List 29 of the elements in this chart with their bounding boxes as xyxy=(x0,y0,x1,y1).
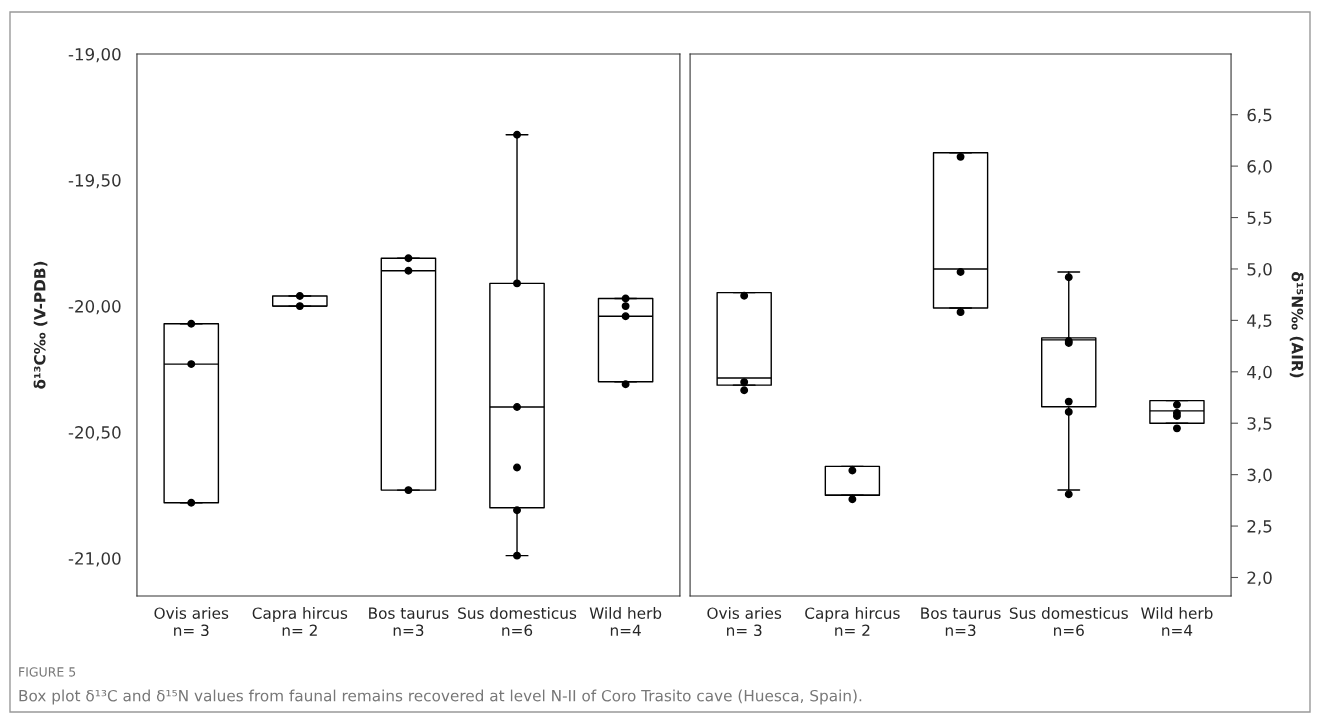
y-tick-label: 2,0 xyxy=(1247,571,1272,586)
y-tick-label: 3,0 xyxy=(1247,468,1272,483)
x-tick-label: Wild herb n=4 xyxy=(589,607,662,636)
y-tick-label: 5,0 xyxy=(1247,262,1272,278)
y-tick-label: 6,0 xyxy=(1247,160,1272,175)
x-tick-label: Bos taurus n=3 xyxy=(921,607,1001,637)
y-tick-label: -20,00 xyxy=(68,300,121,315)
x-tick-label: Capra hircus n= 2 xyxy=(252,607,348,636)
x-tick-label: Capra hircus n= 2 xyxy=(805,607,900,636)
text: Box plot δ¹³C and δ¹⁵N values from faunal remains recovered at level N-II of Coro Trasito cave (Huesca, Spain). xyxy=(19,689,862,705)
y-tick-label: 3,5 xyxy=(1247,417,1272,432)
x-tick-label: Sus domesticus n=6 xyxy=(1009,607,1128,637)
y-tick-label: 5,5 xyxy=(1247,211,1272,226)
x-tick-label: Ovis aries n= 3 xyxy=(154,607,229,637)
y-tick-label: -20,50 xyxy=(68,426,121,441)
x-tick-label: Sus domesticus n=6 xyxy=(458,607,577,637)
caption: FIGURE 5 xyxy=(19,667,76,677)
y-tick-label: -19,00 xyxy=(68,47,121,63)
y-tick-label: -21,00 xyxy=(68,552,121,567)
y-tick-label: -19,50 xyxy=(68,174,121,189)
x-tick-label: Ovis aries n= 3 xyxy=(707,607,782,637)
y-tick-label: 6,5 xyxy=(1247,108,1272,123)
y-axis-title: δ¹³C‰ (V-PDB) xyxy=(33,261,48,389)
y-tick-label: 4,0 xyxy=(1247,365,1272,381)
x-tick-label: Bos taurus n=3 xyxy=(369,607,449,637)
y-axis-title: δ¹⁵N‰ (AIR) xyxy=(1289,272,1304,378)
y-tick-label: 4,5 xyxy=(1247,314,1272,329)
y-tick-label: 2,5 xyxy=(1247,520,1272,535)
x-tick-label: Wild herb n=4 xyxy=(1141,607,1213,636)
